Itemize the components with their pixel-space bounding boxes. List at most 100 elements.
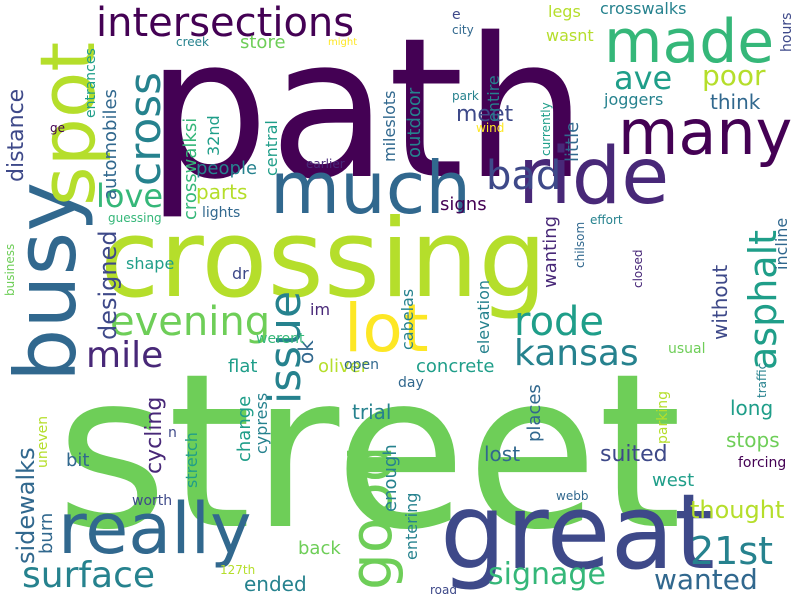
cloud-word: poor <box>702 59 766 92</box>
cloud-word: back <box>298 538 341 559</box>
cloud-word: dr <box>232 264 249 283</box>
cloud-word: intersections <box>96 0 355 46</box>
cloud-word: worth <box>132 493 173 509</box>
cloud-word: long <box>730 396 774 420</box>
cloud-word: signage <box>488 557 606 592</box>
cloud-word: much <box>270 146 471 230</box>
cloud-word: places <box>524 384 545 442</box>
cloud-word: stretch <box>182 432 201 488</box>
cloud-word: people <box>196 158 258 179</box>
cloud-word: suited <box>600 442 668 467</box>
cloud-word: legs <box>548 2 581 21</box>
cloud-word: traffic <box>755 362 769 398</box>
cloud-word: e <box>452 7 461 23</box>
cloud-word: wanted <box>654 563 758 596</box>
cloud-word: 21st <box>690 529 774 573</box>
cloud-word: signs <box>440 194 487 215</box>
cloud-word: enough <box>380 444 401 512</box>
cloud-word: closed <box>631 249 645 288</box>
cloud-word: 127th <box>220 563 256 577</box>
cloud-word: uneven <box>35 415 51 468</box>
cloud-word: surface <box>22 555 156 596</box>
cloud-word: kansas <box>514 333 639 374</box>
cloud-word: little <box>562 121 583 162</box>
cloud-word: central <box>262 120 281 176</box>
cloud-word: flat <box>228 356 258 377</box>
cloud-word: werent <box>256 331 305 347</box>
cloud-word: west <box>652 470 695 491</box>
cloud-word: day <box>398 375 424 391</box>
cloud-word: entrances <box>83 48 99 118</box>
cloud-word: elevation <box>474 279 493 354</box>
cloud-word: usual <box>668 341 706 357</box>
cloud-word: earlier <box>306 157 345 171</box>
cloud-word: love <box>96 177 164 215</box>
cloud-word: might <box>328 37 358 48</box>
cloud-word: without <box>708 264 732 340</box>
cloud-word: im <box>310 300 331 319</box>
cloud-word: mile <box>86 335 164 376</box>
cloud-word: parts <box>196 180 248 204</box>
cloud-word: joggers <box>604 90 664 109</box>
cloud-word: rode <box>514 299 605 345</box>
cloud-word: great <box>440 471 715 593</box>
cloud-word: really <box>58 488 252 570</box>
cloud-word: crosswalks <box>600 0 687 18</box>
cloud-word: bad <box>486 153 562 199</box>
cloud-word: wind <box>476 121 505 135</box>
cloud-word: currently <box>539 102 553 156</box>
cloud-word: forcing <box>738 455 787 471</box>
cloud-word: cabelas <box>398 288 417 350</box>
cloud-word: think <box>710 90 761 114</box>
cloud-word: burn <box>36 512 57 554</box>
cloud-word: wanting <box>540 215 561 288</box>
cloud-word: mileslots <box>380 90 399 163</box>
cloud-word: creek <box>176 35 209 49</box>
cloud-word: effort <box>590 213 623 227</box>
cloud-word: stops <box>726 428 780 452</box>
cloud-word: lot <box>344 290 429 367</box>
cloud-word: 32nd <box>204 115 223 156</box>
cloud-word: many <box>618 96 793 169</box>
cloud-word: park <box>452 89 479 103</box>
cloud-word: guessing <box>108 211 162 225</box>
cloud-word: thought <box>690 496 785 524</box>
cloud-word: entire <box>484 75 503 122</box>
cloud-word: cross <box>120 71 171 186</box>
cloud-word: shape <box>126 254 175 273</box>
cloud-word: concrete <box>416 356 495 377</box>
cloud-word: webb <box>556 489 589 503</box>
cloud-word: open <box>344 357 379 373</box>
cloud-word: bit <box>66 450 90 471</box>
cloud-word: street <box>56 328 682 577</box>
cloud-word: store <box>240 32 286 53</box>
cloud-word: outdoor <box>404 87 425 158</box>
cloud-word: n <box>168 425 177 441</box>
cloud-word: entering <box>402 492 421 560</box>
cloud-word: business <box>3 243 17 296</box>
cloud-word: oliver <box>318 356 369 377</box>
cloud-word: ave <box>614 59 673 97</box>
cloud-word: hours <box>779 12 795 52</box>
cloud-word: ended <box>244 572 307 596</box>
cloud-word: parking <box>655 391 671 444</box>
cloud-word: road <box>430 583 457 597</box>
cloud-word: city <box>452 23 474 37</box>
cloud-word: designed <box>94 230 122 340</box>
cloud-word: made <box>604 7 775 77</box>
cloud-word: incline <box>772 217 791 270</box>
cloud-word: crossing <box>100 197 548 322</box>
cloud-word: lights <box>202 205 241 221</box>
cloud-word: ride <box>518 132 670 222</box>
cloud-word: cypress <box>252 392 271 454</box>
cloud-word: automobiles <box>100 89 121 200</box>
cloud-word: meet <box>456 102 514 127</box>
cloud-word: ge <box>50 121 65 135</box>
cloud-word: wasnt <box>546 26 594 45</box>
cloud-word: cycling <box>142 396 167 474</box>
cloud-word: distance <box>4 88 29 182</box>
cloud-word: lost <box>484 442 521 466</box>
cloud-word: chilsom <box>573 221 587 268</box>
cloud-word: trial <box>352 400 392 424</box>
